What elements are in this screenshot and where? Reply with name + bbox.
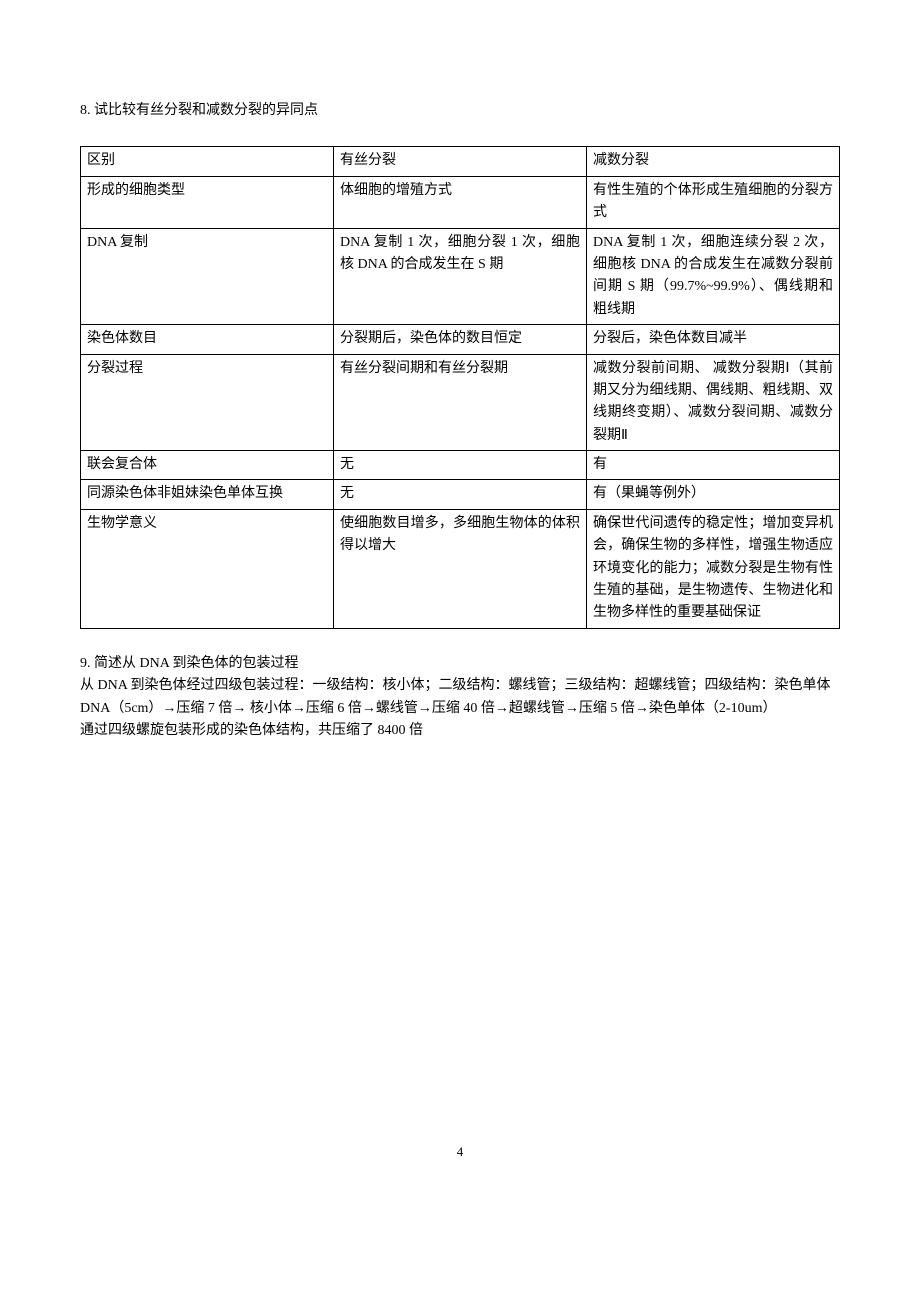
table-row: 同源染色体非姐妹染色单体互换 无 有（果蝇等例外） [81,480,840,509]
table-row: 染色体数目 分裂期后，染色体的数目恒定 分裂后，染色体数目减半 [81,325,840,354]
table-row: 联会复合体 无 有 [81,451,840,480]
header-cell: 减数分裂 [587,147,840,176]
table-row: 生物学意义 使细胞数目增多，多细胞生物体的体积得以增大 确保世代间遗传的稳定性；… [81,509,840,628]
page-number: 4 [80,1142,840,1163]
table-cell: DNA 复制 1 次，细胞分裂 1 次，细胞核 DNA 的合成发生在 S 期 [334,228,587,325]
table-row: 形成的细胞类型 体细胞的增殖方式 有性生殖的个体形成生殖细胞的分裂方式 [81,176,840,228]
table-cell: 减数分裂前间期、 减数分裂期Ⅰ（其前期又分为细线期、偶线期、粗线期、双线期终变期… [587,354,840,451]
comparison-table: 区别 有丝分裂 减数分裂 形成的细胞类型 体细胞的增殖方式 有性生殖的个体形成生… [80,146,840,628]
table-cell: 分裂过程 [81,354,334,451]
q9-title: 9. 简述从 DNA 到染色体的包装过程 [80,653,840,675]
header-cell: 有丝分裂 [334,147,587,176]
table-cell: DNA 复制 1 次，细胞连续分裂 2 次，细胞核 DNA 的合成发生在减数分裂… [587,228,840,325]
table-cell: 体细胞的增殖方式 [334,176,587,228]
table-cell: 染色体数目 [81,325,334,354]
table-cell: DNA 复制 [81,228,334,325]
table-row: 分裂过程 有丝分裂间期和有丝分裂期 减数分裂前间期、 减数分裂期Ⅰ（其前期又分为… [81,354,840,451]
table-header-row: 区别 有丝分裂 减数分裂 [81,147,840,176]
table-cell: 有 [587,451,840,480]
table-cell: 联会复合体 [81,451,334,480]
table-cell: 有丝分裂间期和有丝分裂期 [334,354,587,451]
table-cell: 确保世代间遗传的稳定性；增加变异机会，确保生物的多样性，增强生物适应环境变化的能… [587,509,840,628]
table-cell: 使细胞数目增多，多细胞生物体的体积得以增大 [334,509,587,628]
table-cell: 有（果蝇等例外） [587,480,840,509]
q9-line1: 从 DNA 到染色体经过四级包装过程：一级结构：核小体；二级结构：螺线管；三级结… [80,675,840,697]
table-row: DNA 复制 DNA 复制 1 次，细胞分裂 1 次，细胞核 DNA 的合成发生… [81,228,840,325]
table-cell: 分裂后，染色体数目减半 [587,325,840,354]
table-cell: 无 [334,451,587,480]
header-cell: 区别 [81,147,334,176]
table-cell: 形成的细胞类型 [81,176,334,228]
table-cell: 生物学意义 [81,509,334,628]
table-cell: 有性生殖的个体形成生殖细胞的分裂方式 [587,176,840,228]
q9-line2: DNA（5cm）→压缩 7 倍→ 核小体→压缩 6 倍→螺线管→压缩 40 倍→… [80,698,840,720]
q8-title: 8. 试比较有丝分裂和减数分裂的异同点 [80,100,840,122]
table-cell: 无 [334,480,587,509]
table-cell: 同源染色体非姐妹染色单体互换 [81,480,334,509]
table-cell: 分裂期后，染色体的数目恒定 [334,325,587,354]
q9-line3: 通过四级螺旋包装形成的染色体结构，共压缩了 8400 倍 [80,720,840,742]
